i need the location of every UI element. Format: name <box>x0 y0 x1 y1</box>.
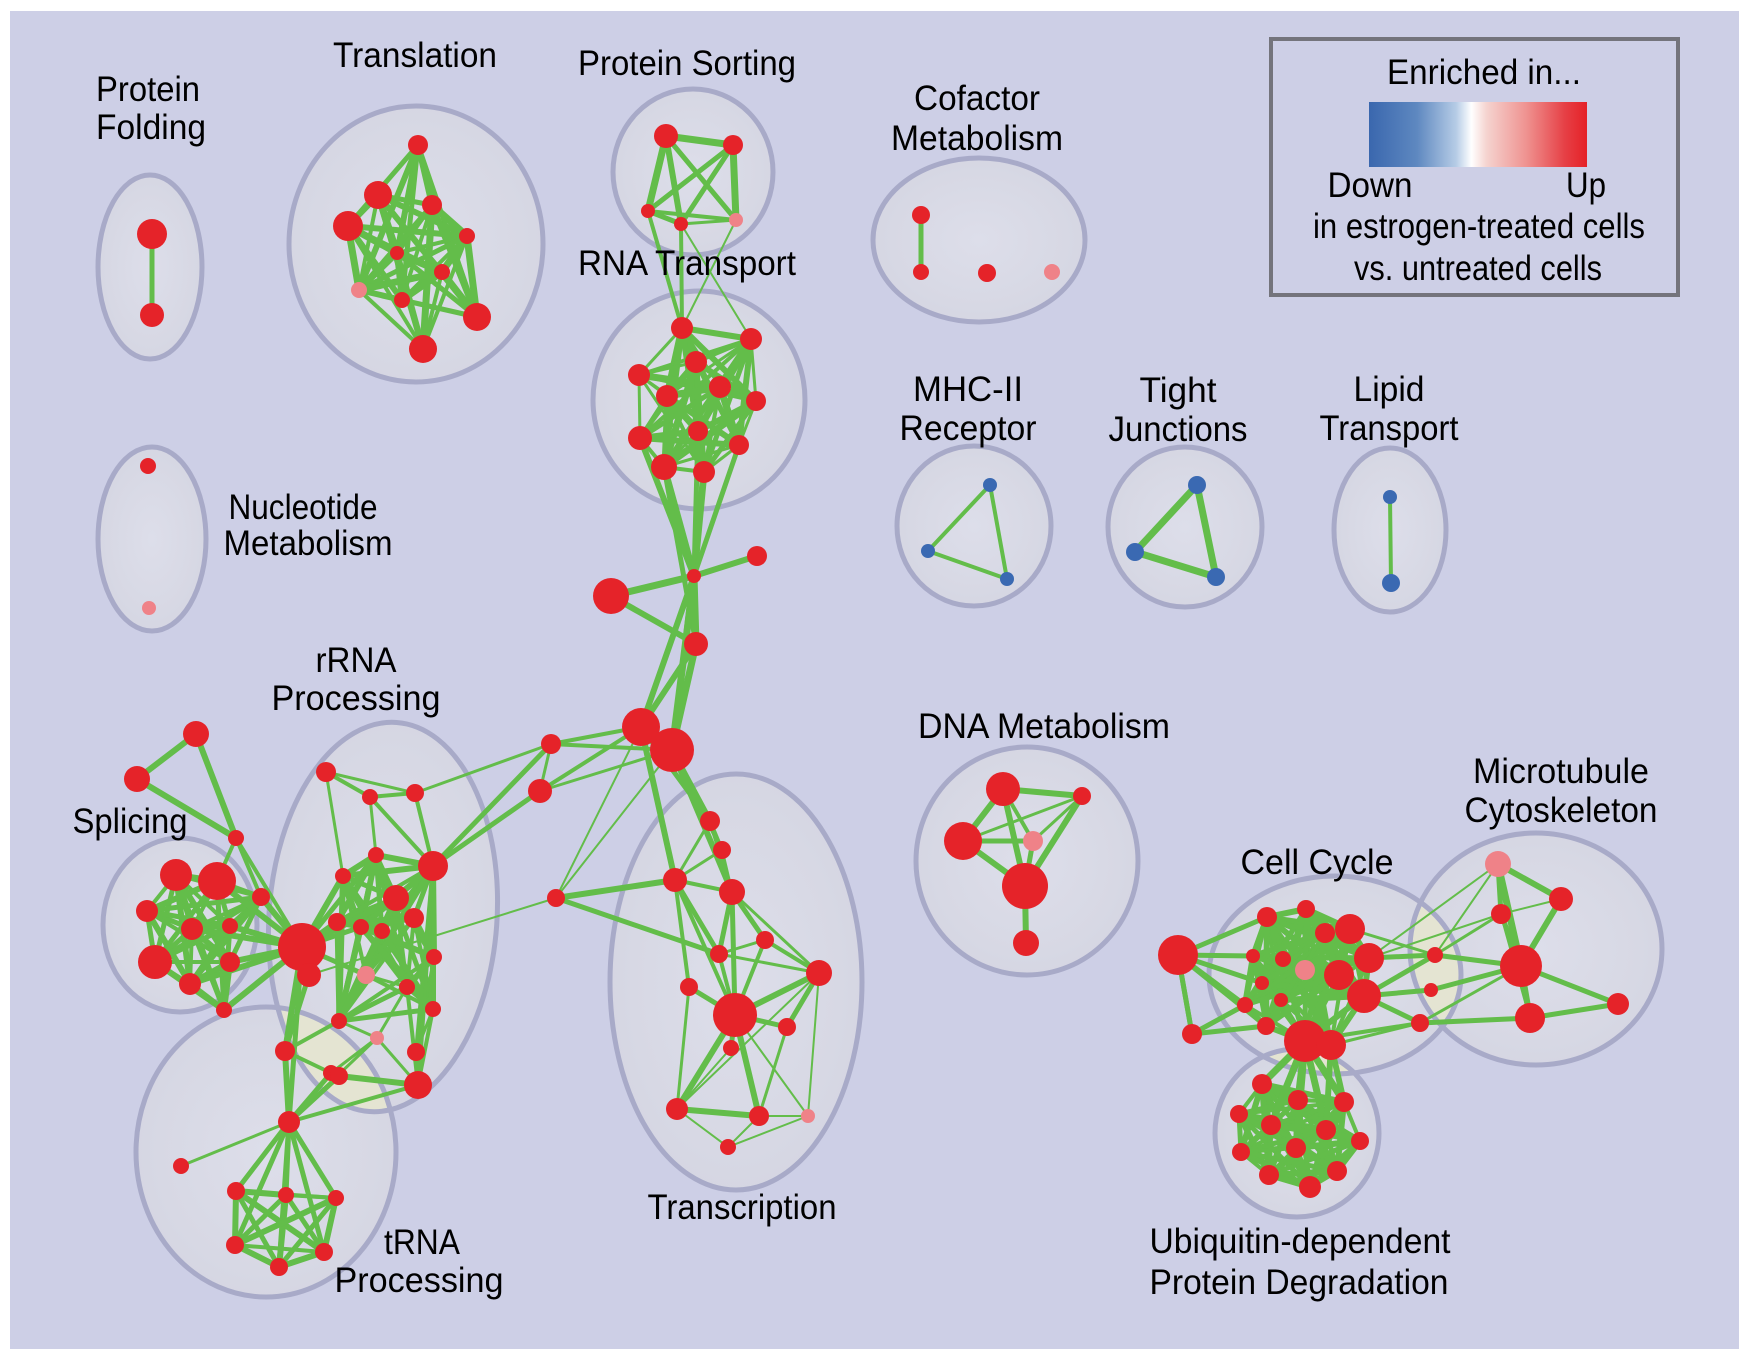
svg-text:MHC-II: MHC-II <box>913 370 1023 409</box>
svg-text:Processing: Processing <box>272 679 441 718</box>
svg-text:Cytoskeleton: Cytoskeleton <box>1465 791 1658 830</box>
svg-text:in estrogen-treated cells: in estrogen-treated cells <box>1313 207 1645 246</box>
svg-text:Splicing: Splicing <box>73 802 188 841</box>
svg-text:Processing: Processing <box>335 1261 504 1300</box>
svg-text:Transport: Transport <box>1320 409 1459 448</box>
svg-text:Protein: Protein <box>96 70 200 109</box>
svg-text:vs. untreated cells: vs. untreated cells <box>1354 249 1602 288</box>
svg-text:Down: Down <box>1328 166 1413 205</box>
svg-text:Cofactor: Cofactor <box>914 79 1040 118</box>
svg-text:Transcription: Transcription <box>648 1188 837 1227</box>
svg-text:Tight: Tight <box>1140 371 1217 410</box>
svg-text:Protein Degradation: Protein Degradation <box>1150 1263 1449 1302</box>
svg-text:Metabolism: Metabolism <box>224 524 393 563</box>
svg-text:Protein Sorting: Protein Sorting <box>578 44 796 83</box>
svg-text:Metabolism: Metabolism <box>891 119 1063 158</box>
svg-text:tRNA: tRNA <box>384 1223 461 1262</box>
svg-text:Ubiquitin-dependent: Ubiquitin-dependent <box>1150 1222 1451 1261</box>
svg-text:Nucleotide: Nucleotide <box>229 488 378 527</box>
svg-text:Folding: Folding <box>96 108 206 147</box>
svg-text:Junctions: Junctions <box>1109 410 1248 449</box>
svg-text:Up: Up <box>1566 166 1606 205</box>
svg-text:Lipid: Lipid <box>1354 370 1425 409</box>
svg-text:DNA Metabolism: DNA Metabolism <box>918 707 1170 746</box>
svg-text:rRNA: rRNA <box>316 641 398 680</box>
svg-text:Translation: Translation <box>333 36 497 75</box>
svg-text:Microtubule: Microtubule <box>1473 752 1649 791</box>
svg-text:Cell Cycle: Cell Cycle <box>1241 843 1394 882</box>
svg-text:Receptor: Receptor <box>900 409 1037 448</box>
svg-text:RNA Transport: RNA Transport <box>578 244 796 283</box>
svg-text:Enriched in...: Enriched in... <box>1387 53 1581 92</box>
